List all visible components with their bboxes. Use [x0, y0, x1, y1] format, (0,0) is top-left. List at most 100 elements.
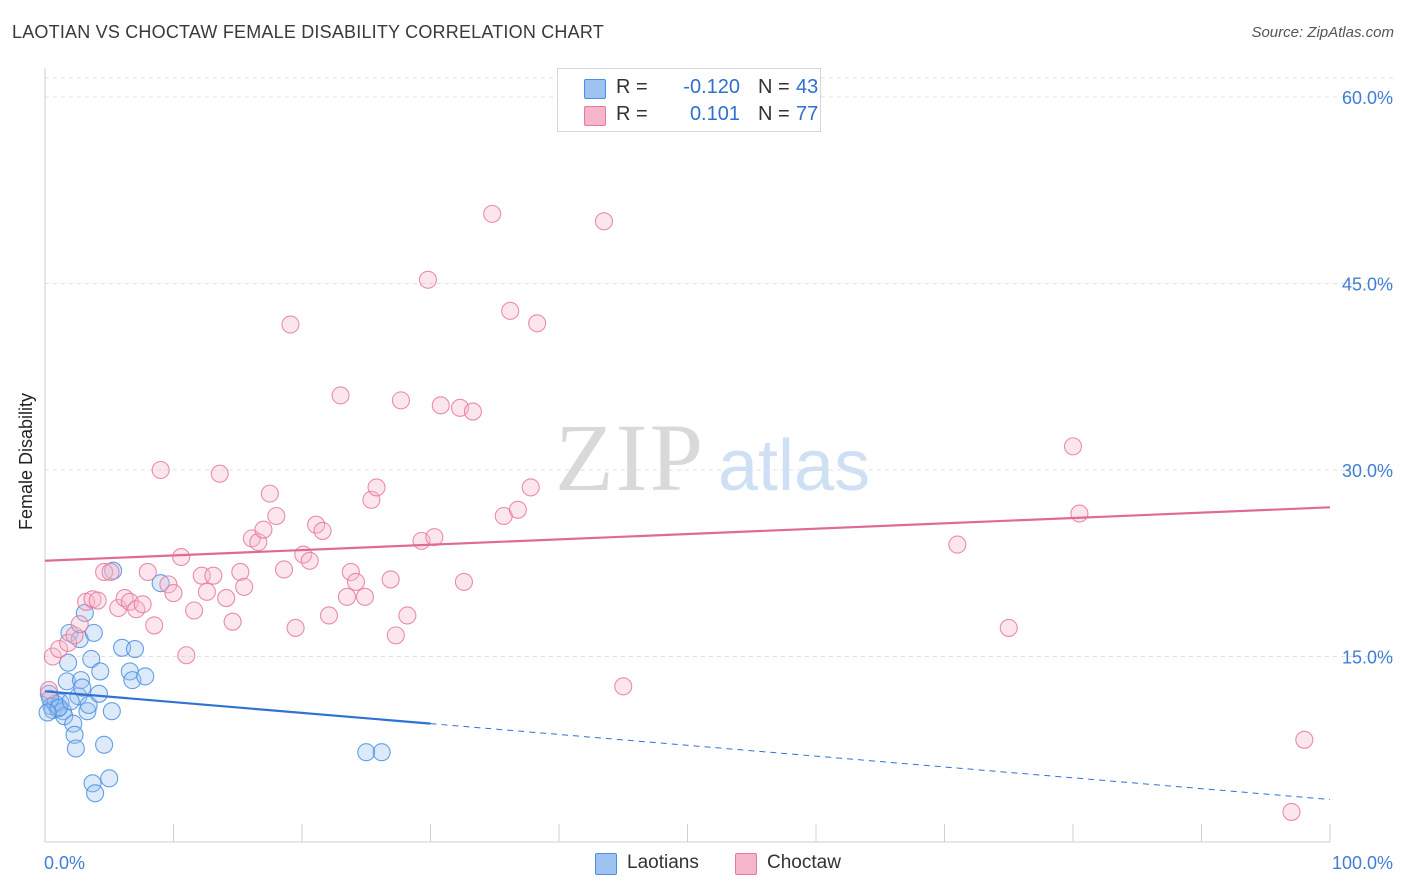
choctaw-point	[159, 575, 178, 594]
choctaw-point	[948, 535, 967, 554]
laotians-point	[66, 739, 85, 758]
laotians-point	[125, 639, 144, 659]
laotians-point	[136, 667, 155, 686]
laotians-point	[95, 735, 114, 754]
laotians-trend-line	[44, 690, 431, 725]
chart-title: LAOTIAN VS CHOCTAW FEMALE DISABILITY COR…	[12, 22, 604, 42]
laotians-point	[91, 662, 110, 681]
choctaw-point	[172, 547, 191, 567]
laotians-point	[73, 678, 92, 697]
tick-labels: 15.0% 30.0% 45.0% 60.0% 0.0% 100.0%	[44, 88, 1393, 873]
choctaw-point	[133, 595, 152, 614]
choctaw-point	[386, 626, 405, 645]
laotians-point	[38, 703, 57, 722]
choctaw-point	[231, 562, 250, 582]
choctaw-point	[145, 616, 164, 635]
legend-label: Choctaw	[767, 852, 841, 873]
n-value: 43	[796, 76, 819, 98]
laotians-point	[50, 698, 69, 717]
choctaw-point	[614, 677, 633, 696]
laotians-point	[84, 623, 103, 642]
source-label: Source: ZipAtlas.com	[1251, 24, 1394, 41]
legend-label: Laotians	[627, 852, 699, 873]
laotians-point	[79, 695, 98, 715]
y-tick-label: 30.0%	[1342, 461, 1393, 481]
choctaw-point	[331, 386, 350, 405]
laotians-point	[89, 684, 109, 703]
laotians-point	[86, 784, 105, 803]
choctaw-point	[281, 315, 300, 334]
choctaw-point	[197, 582, 216, 601]
laotians-legend-swatch	[595, 853, 617, 875]
laotians-point	[65, 725, 84, 744]
choctaw-point	[508, 500, 527, 519]
choctaw-point	[454, 572, 473, 591]
choctaw-point	[164, 584, 183, 603]
choctaw-point	[177, 646, 196, 665]
choctaw-point	[254, 520, 273, 539]
choctaw-point	[88, 591, 107, 610]
laotians-point	[357, 743, 376, 762]
choctaw-point	[528, 314, 547, 333]
y-tick-label: 60.0%	[1342, 88, 1393, 108]
choctaw-point	[346, 572, 366, 591]
choctaw-point	[286, 618, 305, 637]
choctaw-point	[43, 647, 62, 666]
laotians-point	[102, 702, 121, 721]
choctaw-point	[267, 506, 286, 526]
choctaw-point	[391, 391, 410, 410]
choctaw-point	[999, 618, 1018, 637]
watermark-zip: ZIP	[555, 404, 705, 511]
choctaw-point	[109, 598, 128, 618]
x-tick-label-max: 100.0%	[1332, 853, 1393, 873]
choctaw-point	[1282, 802, 1301, 821]
choctaw-point	[431, 396, 450, 415]
laotians-point	[100, 769, 119, 788]
choctaw-point	[274, 560, 294, 579]
choctaw-point	[185, 601, 204, 620]
laotians-point	[372, 743, 391, 762]
choctaw-point	[337, 587, 357, 606]
choctaw-point	[381, 570, 400, 589]
choctaw-point	[367, 478, 386, 497]
laotians-point	[59, 653, 78, 672]
choctaw-point	[425, 528, 444, 547]
choctaw-legend-swatch	[735, 853, 757, 875]
x-tick-label-min: 0.0%	[44, 853, 85, 873]
choctaw-point	[151, 460, 170, 480]
r-label: R =	[616, 103, 648, 125]
trend-lines	[44, 506, 1331, 800]
r-label: R =	[616, 76, 648, 98]
laotians-point	[61, 692, 80, 711]
watermark-atlas: atlas	[718, 426, 870, 506]
choctaw-point	[59, 633, 78, 652]
axes	[44, 68, 1331, 843]
laotians-point	[78, 702, 97, 721]
choctaw-point	[1295, 730, 1314, 749]
n-label: N =	[758, 76, 790, 98]
choctaw-point	[101, 562, 120, 582]
r-value: 0.101	[689, 103, 740, 125]
choctaw-point	[65, 626, 84, 645]
choctaw-point	[300, 551, 319, 570]
choctaw-point	[463, 402, 482, 421]
y-tick-label: 15.0%	[1342, 648, 1393, 668]
choctaw-trend-line	[44, 506, 1331, 562]
watermark: ZIP atlas	[555, 404, 870, 511]
choctaw-point	[70, 615, 89, 634]
choctaw-point	[39, 681, 58, 700]
laotians-point	[113, 638, 132, 657]
laotians-point	[82, 649, 101, 669]
choctaw-point	[138, 562, 157, 582]
choctaw-point	[355, 587, 375, 606]
laotians-point	[71, 671, 91, 690]
y-axis-label: Female Disability	[16, 392, 36, 530]
choctaw-point	[594, 212, 614, 231]
laotians-point	[57, 672, 76, 691]
n-label: N =	[758, 103, 790, 125]
choctaw-point	[341, 562, 360, 582]
choctaw-point	[223, 612, 242, 631]
y-tick-label: 45.0%	[1342, 275, 1393, 295]
choctaw-point	[483, 204, 502, 223]
correlation-stats-box: R = -0.120 N = 43 R = 0.101 N = 77	[557, 68, 821, 132]
